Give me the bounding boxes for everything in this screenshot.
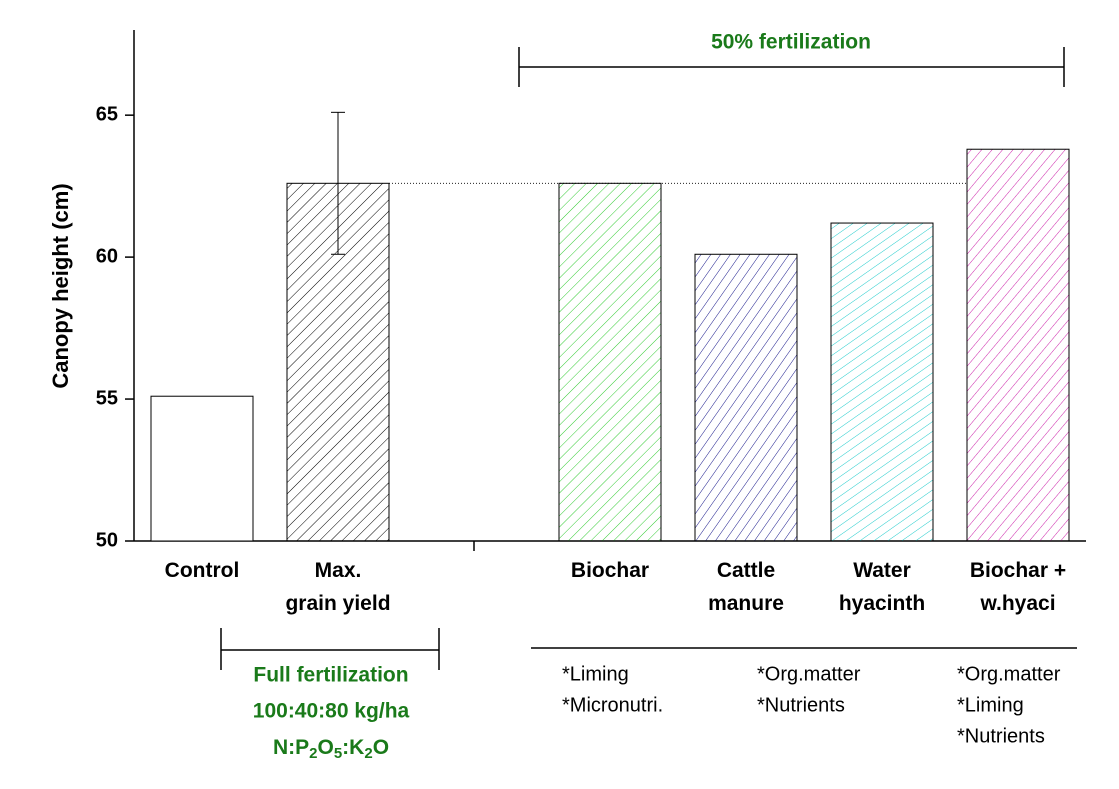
y-axis-label: Canopy height (cm)	[48, 183, 73, 388]
annotation: Full fertilization	[253, 664, 408, 687]
y-tick-label: 60	[96, 245, 118, 267]
note: *Liming	[562, 663, 629, 685]
note: *Org.matter	[757, 663, 861, 685]
x-tick-label: Water hyacinth	[839, 559, 925, 615]
bar	[150, 395, 254, 542]
formula-part: O	[373, 736, 389, 759]
x-tick-label: Cattle manure	[708, 559, 784, 615]
formula-part: O	[317, 736, 333, 759]
bar	[694, 253, 798, 542]
x-tick-label: Control	[165, 559, 240, 582]
bar	[558, 182, 662, 542]
formula-part: :K	[342, 736, 364, 759]
annotation: 50% fertilization	[711, 31, 871, 54]
formula-part: N:P	[273, 736, 309, 759]
annotation: 100:40:80 kg/ha	[253, 700, 410, 723]
bar	[966, 148, 1070, 542]
formula-part: 2	[364, 745, 372, 762]
note: *Nutrients	[757, 694, 845, 716]
note: *Micronutri.	[562, 694, 663, 716]
x-tick-label: Biochar + w.hyaci	[970, 559, 1066, 615]
bar	[830, 222, 934, 542]
y-tick-label: 50	[96, 529, 118, 551]
note: *Nutrients	[957, 725, 1045, 747]
formula: N:P2O5:K2O	[273, 736, 389, 762]
y-tick-label: 65	[96, 103, 118, 125]
note: *Org.matter	[957, 663, 1061, 685]
y-tick-label: 55	[96, 387, 118, 409]
formula-part: 2	[309, 745, 317, 762]
formula-part: 5	[334, 745, 342, 762]
note: *Liming	[957, 694, 1024, 716]
x-tick-label: Biochar	[571, 559, 649, 582]
x-tick-label: Max. grain yield	[285, 559, 390, 615]
